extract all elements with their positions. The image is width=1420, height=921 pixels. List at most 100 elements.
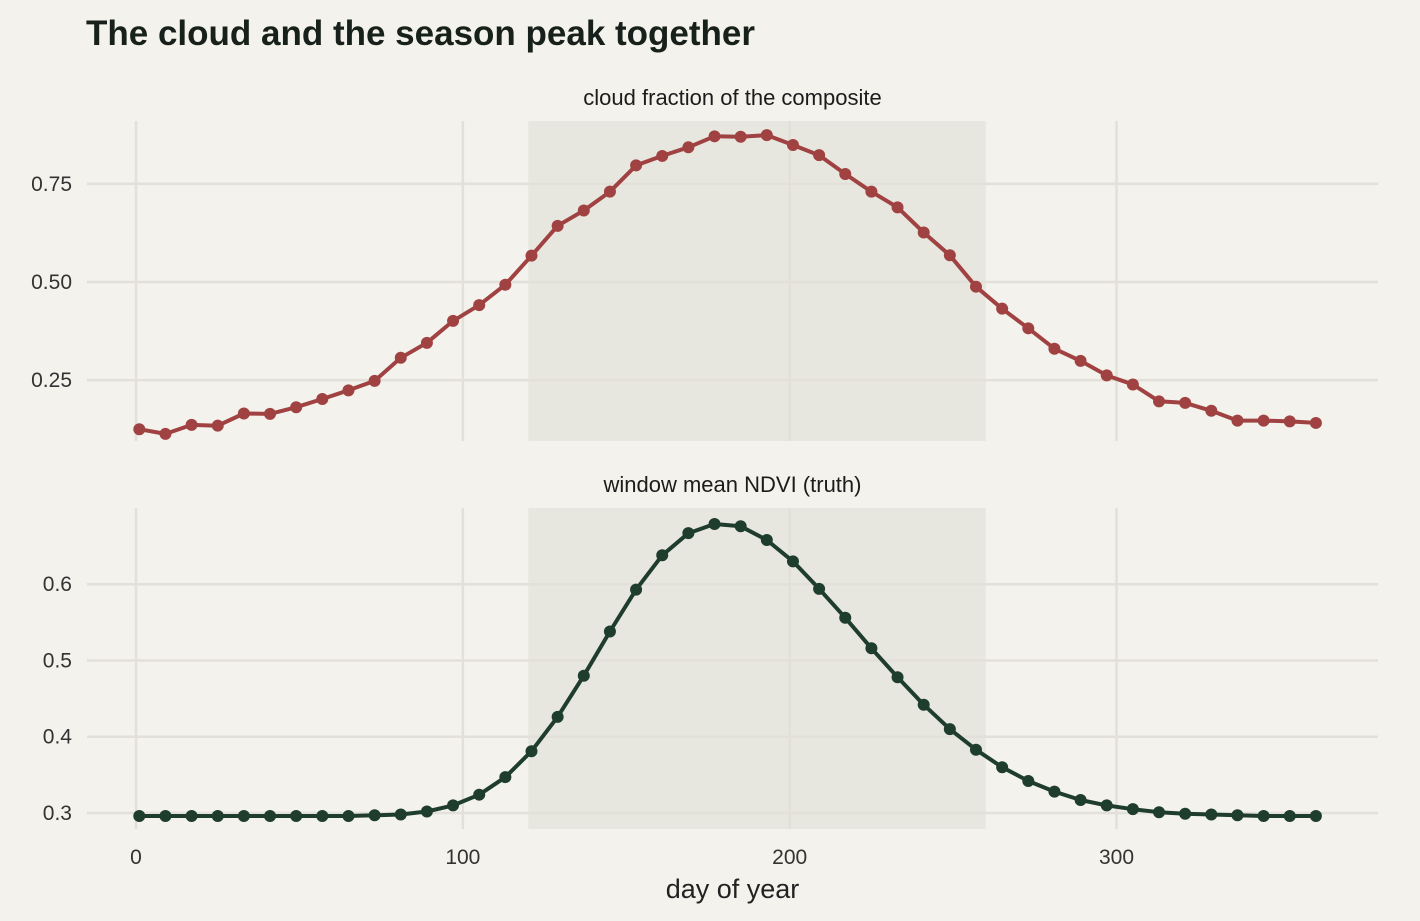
panel-2-data-point (473, 788, 486, 801)
panel-2-data-point (813, 582, 826, 595)
panel-1-data-point (760, 129, 773, 142)
panel-2-data-point (603, 625, 616, 638)
panel-1-data-point (264, 407, 277, 420)
panel-1-data-point (1231, 414, 1244, 427)
panel-2-data-point (1283, 810, 1296, 823)
x-tick-label: 100 (445, 846, 480, 869)
panel-2-data-point (891, 671, 904, 684)
panel-2-data-point (394, 808, 407, 821)
panel-1-y-tick-label: 0.50 (31, 271, 72, 294)
panel-1-data-point (133, 423, 146, 436)
panel-1-data-point (813, 149, 826, 162)
x-axis-title: day of year (666, 874, 800, 904)
panel-2-data-point (656, 549, 669, 562)
panel-2-data-point (499, 771, 512, 784)
panel-1-data-point (290, 401, 303, 414)
panel-2-data-point (1231, 809, 1244, 822)
panel-1-data-point (499, 278, 512, 291)
panel-2-data-point (211, 810, 224, 823)
panel-2-data-point (420, 805, 433, 818)
panel-1-data-point (1257, 414, 1270, 427)
panel-2-shaded-window (528, 508, 986, 829)
panel-2-y-tick-label: 0.3 (43, 802, 72, 825)
panel-1-data-point (447, 314, 460, 327)
panel-1-data-point (1022, 322, 1035, 335)
panel-2-data-point (577, 669, 590, 682)
panel-1-data-point (603, 185, 616, 198)
panel-1-data-point (368, 374, 381, 387)
panel-2-data-point (447, 799, 460, 812)
panel-1-data-point (734, 130, 747, 143)
panel-2-data-point (1153, 806, 1166, 819)
panel-2-y-tick-label: 0.6 (43, 573, 72, 596)
panel-1-series-line (137, 133, 1318, 436)
panel-1-data-point (1048, 342, 1061, 355)
panel-1-data-point (211, 419, 224, 432)
panel-2-series-line (137, 522, 1318, 818)
panel-2-data-point (734, 520, 747, 533)
panel-2-data-point (342, 810, 355, 823)
panel-2-data-point (525, 745, 538, 758)
panel-1-data-point (996, 302, 1009, 315)
panel-2-data-point (969, 743, 982, 756)
panel-1-data-point (1179, 396, 1192, 409)
panel-2-data-point (1179, 807, 1192, 820)
panel-1-data-point (943, 249, 956, 262)
panel-2-data-point (316, 810, 329, 823)
panel-1-strip-label: cloud fraction of the composite (583, 85, 881, 110)
panel-2-data-point (1022, 774, 1035, 787)
panel-1-data-point (1309, 416, 1322, 429)
panel-1-data-point (185, 418, 198, 431)
panel-1-data-point (420, 336, 433, 349)
panel-2-data-point (1126, 803, 1139, 816)
panel-1-data-point (656, 149, 669, 162)
panel-1-data-point (891, 201, 904, 214)
panel-2-y-tick-label: 0.5 (43, 649, 72, 672)
panel-1-y-tick-label: 0.75 (31, 173, 72, 196)
panel-2-data-point (133, 810, 146, 823)
panel-2-data-point (1100, 799, 1113, 812)
panel-1-data-point (237, 407, 250, 420)
panel-2-data-point (1048, 785, 1061, 798)
panel-1-data-point (786, 138, 799, 151)
panel-1-data-point (1153, 395, 1166, 408)
panel-1-data-point (342, 384, 355, 397)
panel-2-data-point (551, 710, 564, 723)
panel-1-y-tick-label: 0.25 (31, 369, 72, 392)
panel-2-data-point (290, 810, 303, 823)
panel-2-strip-label: window mean NDVI (truth) (603, 472, 862, 497)
panel-1-data-point (1205, 404, 1218, 417)
panel-1-data-point (1074, 354, 1087, 367)
panel-1-data-point (159, 427, 172, 440)
panel-1-data-point (394, 351, 407, 364)
panel-1-data-point (473, 299, 486, 312)
panel-2-data-point (159, 810, 172, 823)
panel-2-data-point (996, 761, 1009, 774)
panel-1-data-point (1126, 378, 1139, 391)
panel-1-data-point (682, 141, 695, 154)
x-tick-label: 200 (772, 846, 807, 869)
panel-1-data-point (917, 226, 930, 239)
panel-2-data-point (1257, 810, 1270, 823)
panel-1-data-point (577, 204, 590, 217)
panel-2-data-point (917, 698, 930, 711)
panel-2-data-point (264, 810, 277, 823)
panel-2-data-point (943, 723, 956, 736)
panel-1-data-point (316, 392, 329, 405)
panel-1-data-point (1100, 369, 1113, 382)
panel-2-data-point (185, 810, 198, 823)
panel-1-data-point (551, 219, 564, 232)
panel-2-data-point (786, 555, 799, 568)
x-tick-label: 300 (1099, 846, 1134, 869)
panel-2-y-tick-label: 0.4 (43, 726, 73, 749)
panel-1-data-point (630, 159, 643, 172)
panel-2-data-point (1309, 810, 1322, 823)
panel-2-data-point (368, 809, 381, 822)
panel-1-data-point (525, 249, 538, 262)
panel-2-data-point (1074, 794, 1087, 807)
panel-2-data-point (865, 642, 878, 655)
panel-2-data-point (760, 534, 773, 547)
panel-1-data-point (708, 130, 721, 143)
